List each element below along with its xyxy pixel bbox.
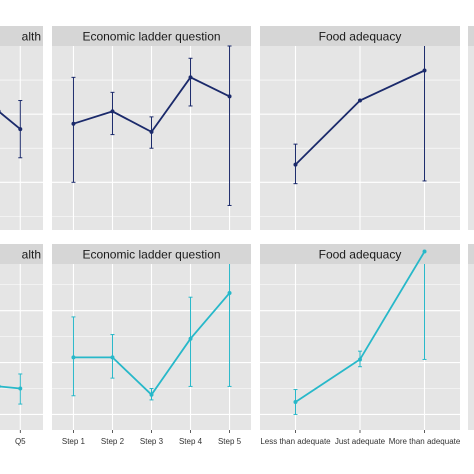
panel-top-middle: Economic ladder question <box>52 26 251 230</box>
data-point <box>358 357 362 362</box>
panel-title: Food adequacy <box>319 30 402 44</box>
data-point <box>227 291 232 296</box>
strip-bg <box>52 26 251 46</box>
x-tick-label: Step 1 <box>62 437 86 446</box>
data-point <box>149 129 154 134</box>
data-point <box>71 355 76 360</box>
data-point <box>71 121 76 126</box>
x-tick-label: More than adequate <box>389 437 461 446</box>
strip-bg <box>0 26 43 46</box>
panel-title: Economic ladder question <box>82 30 220 44</box>
data-point <box>110 109 115 114</box>
data-point <box>358 98 362 103</box>
panel-title: Economic ladder question <box>82 248 220 262</box>
strip-bg <box>260 26 460 46</box>
series-line <box>0 385 21 390</box>
panel-title: alth <box>22 248 41 262</box>
panel-top-right: Food adequacy <box>260 26 460 230</box>
x-tick-label: Q5 <box>15 437 26 446</box>
panel-bottom-left: alth Q5 <box>0 244 43 446</box>
panel-bg <box>0 264 43 430</box>
cut-strip-top <box>468 26 474 46</box>
data-point <box>110 355 115 360</box>
x-tick-label: Just adequate <box>335 437 386 446</box>
strip-bg <box>0 244 43 264</box>
data-point <box>0 384 1 388</box>
cut-strip-bottom <box>468 244 474 264</box>
x-tick-label: Step 2 <box>101 437 125 446</box>
data-point <box>293 162 298 167</box>
panel-title: alth <box>22 30 41 44</box>
x-tick-label: Step 5 <box>218 437 242 446</box>
cut-panel-top <box>468 46 474 230</box>
panel-title: Food adequacy <box>319 248 402 262</box>
series-line <box>0 111 21 130</box>
data-point <box>188 336 193 341</box>
data-point <box>422 68 427 73</box>
x-tick-label: Step 3 <box>140 437 164 446</box>
data-point <box>149 392 154 397</box>
data-point <box>188 75 193 80</box>
data-point <box>0 109 1 113</box>
strip-bg <box>260 244 460 264</box>
panel-top-left: alth <box>0 26 43 230</box>
data-point <box>422 249 427 254</box>
panel-bottom-middle: Economic ladder question Step 1 Step 2 Step… <box>52 244 251 446</box>
panel-bg <box>0 46 43 230</box>
strip-bg <box>52 244 251 264</box>
data-point <box>18 127 23 132</box>
x-tick-label: Step 4 <box>179 437 203 446</box>
panel-bottom-right: Food adequacy Less than adequate Just adeq… <box>260 244 461 446</box>
data-point <box>227 94 232 99</box>
data-point <box>293 399 298 404</box>
x-tick-label: Less than adequate <box>260 437 331 446</box>
cut-panel-bottom <box>468 264 474 430</box>
data-point <box>18 386 23 391</box>
